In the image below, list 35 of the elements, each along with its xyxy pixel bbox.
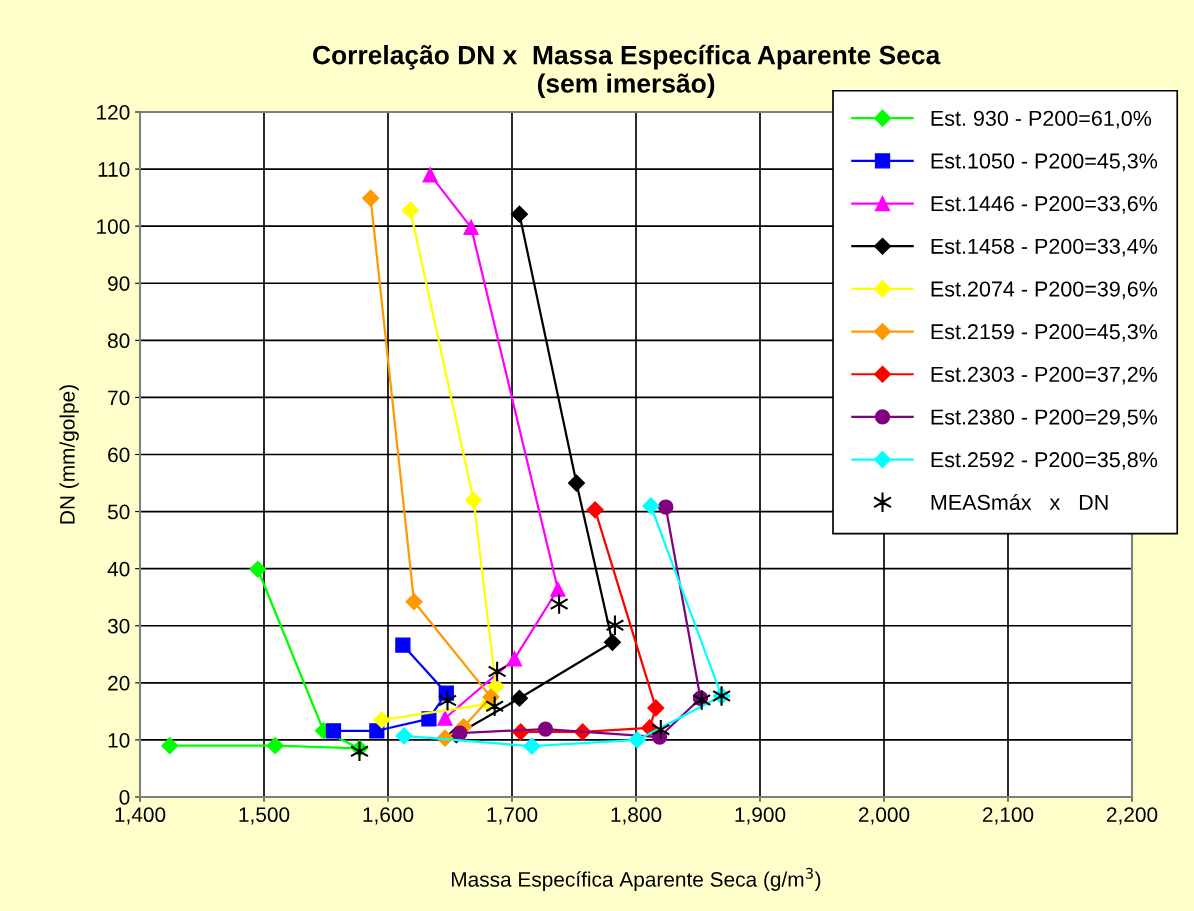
y-tick-label: 120 bbox=[97, 105, 130, 120]
x-tick-label: 1,400 bbox=[115, 807, 166, 825]
y-tick-label: 20 bbox=[108, 675, 130, 691]
y-axis-title: DN (mm/golpe) bbox=[59, 385, 79, 524]
x-tick-label: 1,700 bbox=[487, 807, 538, 825]
y-tick-label: 80 bbox=[108, 333, 130, 349]
y-tick-label: 110 bbox=[98, 162, 130, 177]
y-tick-label: 50 bbox=[107, 504, 130, 520]
x-tick-label: 2,200 bbox=[1106, 807, 1158, 825]
x-axis-title: Massa Específica Aparente Seca (g/m$^{3}$) bbox=[451, 867, 821, 891]
legend-label: Est.2074 - P200=39,6% bbox=[931, 281, 1158, 300]
legend-label: Est.2380 - P200=29,5% bbox=[931, 409, 1158, 428]
legend-label: Est. 930 - P200=61,0% bbox=[931, 110, 1152, 129]
y-tick-label: 40 bbox=[107, 561, 130, 577]
y-tick-label: 70 bbox=[108, 390, 130, 406]
x-tick-label: 2,000 bbox=[858, 807, 910, 825]
y-tick-label: 100 bbox=[97, 219, 130, 234]
y-tick-label: 90 bbox=[108, 276, 130, 291]
x-tick-label: 2,100 bbox=[982, 807, 1034, 825]
chart-title: Correlação DN x Massa Específica Aparente Seca (sem imersão) bbox=[313, 44, 941, 99]
x-tick-label: 1,900 bbox=[735, 807, 786, 825]
legend-label: Est.2592 - P200=35,8% bbox=[931, 452, 1158, 470]
legend-label: Est.2303 - P200=37,2% bbox=[931, 366, 1158, 385]
legend-label: Est.1050 - P200=45,3% bbox=[931, 153, 1158, 172]
legend-label: MEASmáx x DN bbox=[931, 493, 1108, 510]
y-tick-label: 60 bbox=[108, 447, 130, 463]
y-tick-label: 30 bbox=[107, 618, 130, 634]
legend-label: Est.1446 - P200=33,6% bbox=[931, 196, 1158, 214]
legend-label: Est.1458 - P200=33,4% bbox=[931, 238, 1158, 257]
x-tick-label: 1,500 bbox=[239, 807, 290, 825]
x-tick-label: 1,600 bbox=[363, 807, 414, 825]
x-tick-label: 1,800 bbox=[611, 807, 662, 825]
y-tick-label: 10 bbox=[108, 732, 130, 748]
y-tick-label: 0 bbox=[119, 790, 130, 805]
legend-label: Est.2159 - P200=45,3% bbox=[931, 324, 1158, 342]
